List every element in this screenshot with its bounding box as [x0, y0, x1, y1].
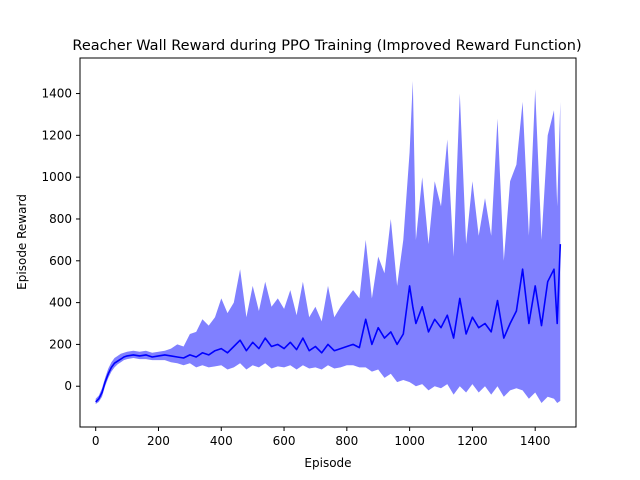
y-tick-label: 1200 — [41, 128, 72, 142]
y-tick-label: 600 — [49, 254, 72, 268]
y-tick-label: 800 — [49, 212, 72, 226]
y-tick-label: 1000 — [41, 170, 72, 184]
x-tick-label: 400 — [210, 434, 233, 448]
chart-title: Reacher Wall Reward during PPO Training … — [72, 38, 581, 54]
axes-frame — [79, 57, 577, 428]
x-tick-label: 200 — [147, 434, 170, 448]
x-tick-label: 1200 — [457, 434, 488, 448]
x-ticks: 0 200 400 600 800 1000 1200 1400 — [92, 427, 551, 448]
x-axis-label: Episode — [304, 456, 351, 470]
y-tick-label: 400 — [49, 296, 72, 310]
reward-band — [95, 81, 561, 404]
y-ticks: 0 200 400 600 800 1000 1200 1400 — [41, 87, 80, 393]
x-tick-label: 800 — [335, 434, 358, 448]
reward-mean-line — [95, 244, 562, 403]
y-axis-label: Episode Reward — [15, 194, 29, 290]
y-tick-label: 200 — [49, 337, 72, 351]
plot-area — [95, 81, 562, 404]
x-tick-label: 1000 — [394, 434, 425, 448]
x-tick-label: 0 — [92, 434, 100, 448]
y-tick-label: 1400 — [41, 87, 72, 101]
y-tick-label: 0 — [64, 379, 72, 393]
x-tick-label: 600 — [273, 434, 296, 448]
x-tick-label: 1400 — [520, 434, 551, 448]
